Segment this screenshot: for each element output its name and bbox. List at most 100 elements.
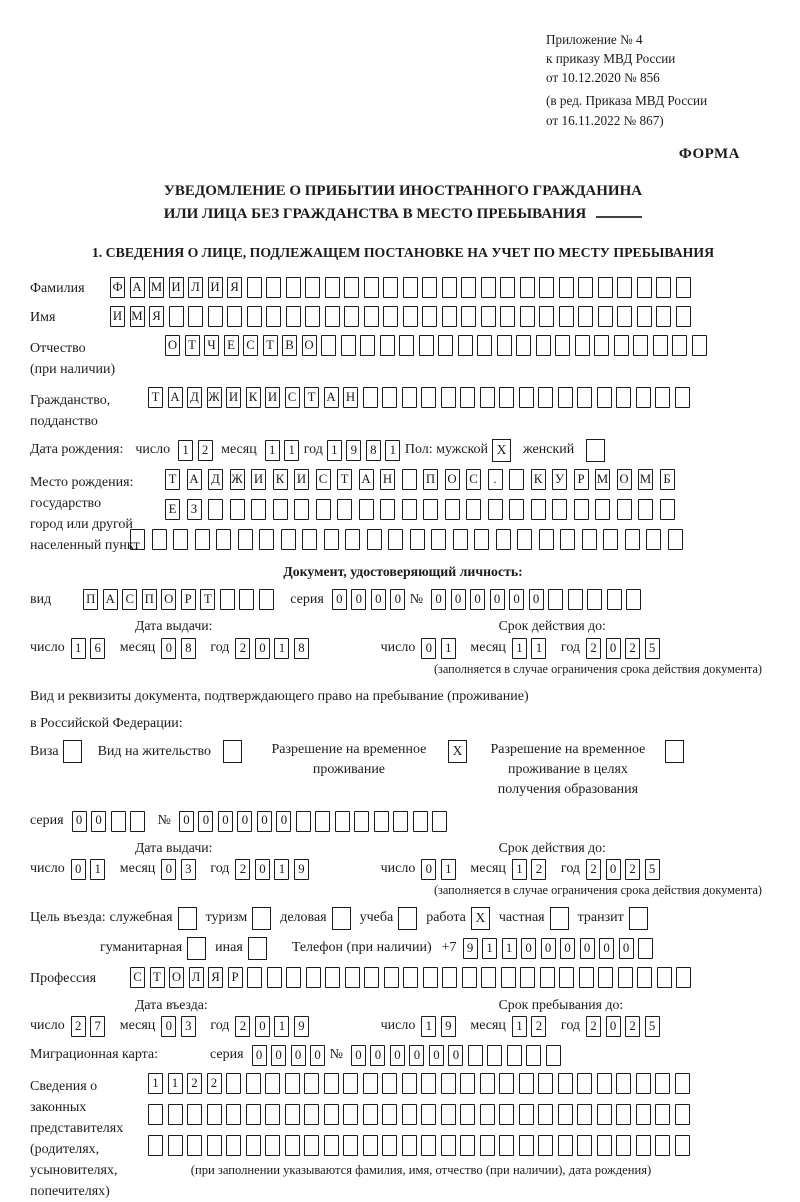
char-box[interactable] — [305, 277, 320, 299]
char-box[interactable] — [444, 498, 460, 520]
char-box[interactable] — [432, 810, 448, 832]
char-box[interactable] — [304, 1104, 319, 1126]
char-box[interactable] — [659, 498, 675, 520]
char-box[interactable] — [479, 1073, 495, 1095]
char-box[interactable]: 2 — [187, 1073, 202, 1095]
char-box[interactable]: 0 — [254, 859, 270, 881]
char-box[interactable] — [167, 1104, 183, 1126]
char-box[interactable] — [363, 305, 379, 327]
char-box[interactable]: 0 — [509, 589, 525, 611]
char-box[interactable] — [676, 966, 691, 988]
char-box[interactable]: О — [444, 468, 460, 490]
char-box[interactable] — [479, 1135, 495, 1157]
char-box[interactable] — [535, 334, 551, 356]
char-box[interactable] — [467, 1045, 483, 1067]
char-box[interactable]: 2 — [235, 1016, 251, 1038]
char-box[interactable]: М — [129, 305, 145, 327]
char-box[interactable]: О — [165, 334, 180, 356]
char-box[interactable] — [344, 966, 360, 988]
char-box[interactable]: Е — [223, 334, 239, 356]
char-box[interactable] — [652, 334, 668, 356]
char-box[interactable]: 1 — [70, 638, 86, 660]
checkbox[interactable]: X — [470, 906, 490, 930]
char-box[interactable] — [655, 1073, 670, 1095]
char-box[interactable] — [148, 1135, 163, 1157]
char-box[interactable]: Т — [337, 468, 352, 490]
char-box[interactable] — [130, 528, 145, 550]
char-box[interactable] — [539, 277, 554, 299]
char-box[interactable] — [393, 810, 409, 832]
char-box[interactable] — [187, 1104, 202, 1126]
char-box[interactable] — [325, 966, 340, 988]
char-box[interactable] — [457, 334, 473, 356]
char-box[interactable] — [409, 528, 425, 550]
char-box[interactable]: С — [315, 468, 331, 490]
char-box[interactable] — [578, 966, 594, 988]
representatives-row3[interactable] — [148, 1135, 694, 1157]
char-box[interactable] — [130, 810, 146, 832]
vnj-checkbox[interactable] — [222, 739, 242, 763]
char-box[interactable] — [500, 966, 516, 988]
char-box[interactable] — [360, 334, 375, 356]
char-box[interactable] — [247, 966, 262, 988]
char-box[interactable]: 0 — [579, 937, 595, 959]
char-box[interactable] — [422, 277, 437, 299]
char-box[interactable] — [382, 1135, 397, 1157]
char-box[interactable]: О — [616, 468, 632, 490]
char-box[interactable] — [363, 277, 379, 299]
char-box[interactable]: 0 — [161, 1016, 177, 1038]
char-box[interactable] — [388, 528, 403, 550]
char-box[interactable] — [509, 498, 524, 520]
char-box[interactable]: 0 — [71, 810, 87, 832]
char-box[interactable] — [539, 966, 555, 988]
char-box[interactable]: 2 — [531, 1016, 547, 1038]
char-box[interactable]: 2 — [197, 439, 213, 461]
char-box[interactable] — [345, 528, 360, 550]
char-box[interactable] — [474, 528, 489, 550]
char-box[interactable]: М — [149, 277, 164, 299]
char-box[interactable]: К — [530, 468, 546, 490]
char-box[interactable] — [295, 810, 311, 832]
char-box[interactable] — [577, 386, 592, 408]
char-box[interactable] — [460, 1104, 475, 1126]
char-box[interactable] — [379, 334, 395, 356]
char-box[interactable]: 0 — [70, 859, 86, 881]
char-box[interactable]: 0 — [370, 589, 386, 611]
char-box[interactable]: 1 — [178, 439, 194, 461]
char-box[interactable] — [380, 498, 395, 520]
char-box[interactable] — [479, 386, 495, 408]
visa-checkbox[interactable] — [62, 739, 82, 763]
char-box[interactable]: . — [487, 468, 503, 490]
char-box[interactable]: И — [168, 277, 184, 299]
char-box[interactable] — [226, 1104, 241, 1126]
char-box[interactable] — [207, 305, 223, 327]
char-box[interactable] — [538, 386, 553, 408]
char-box[interactable]: 0 — [351, 589, 367, 611]
char-box[interactable]: 2 — [625, 859, 641, 881]
char-box[interactable]: Ж — [229, 468, 245, 490]
char-box[interactable] — [635, 1104, 651, 1126]
char-box[interactable] — [324, 305, 340, 327]
char-box[interactable] — [362, 1073, 378, 1095]
char-box[interactable]: В — [282, 334, 297, 356]
checkbox[interactable] — [549, 906, 569, 930]
char-box[interactable] — [481, 966, 496, 988]
char-box[interactable] — [638, 937, 654, 959]
char-box[interactable]: 0 — [618, 937, 634, 959]
char-box[interactable] — [302, 528, 317, 550]
char-box[interactable]: 1 — [274, 859, 290, 881]
char-box[interactable] — [343, 1135, 358, 1157]
char-box[interactable] — [422, 966, 438, 988]
char-box[interactable] — [383, 305, 398, 327]
char-box[interactable] — [636, 305, 652, 327]
char-box[interactable]: 2 — [531, 859, 547, 881]
